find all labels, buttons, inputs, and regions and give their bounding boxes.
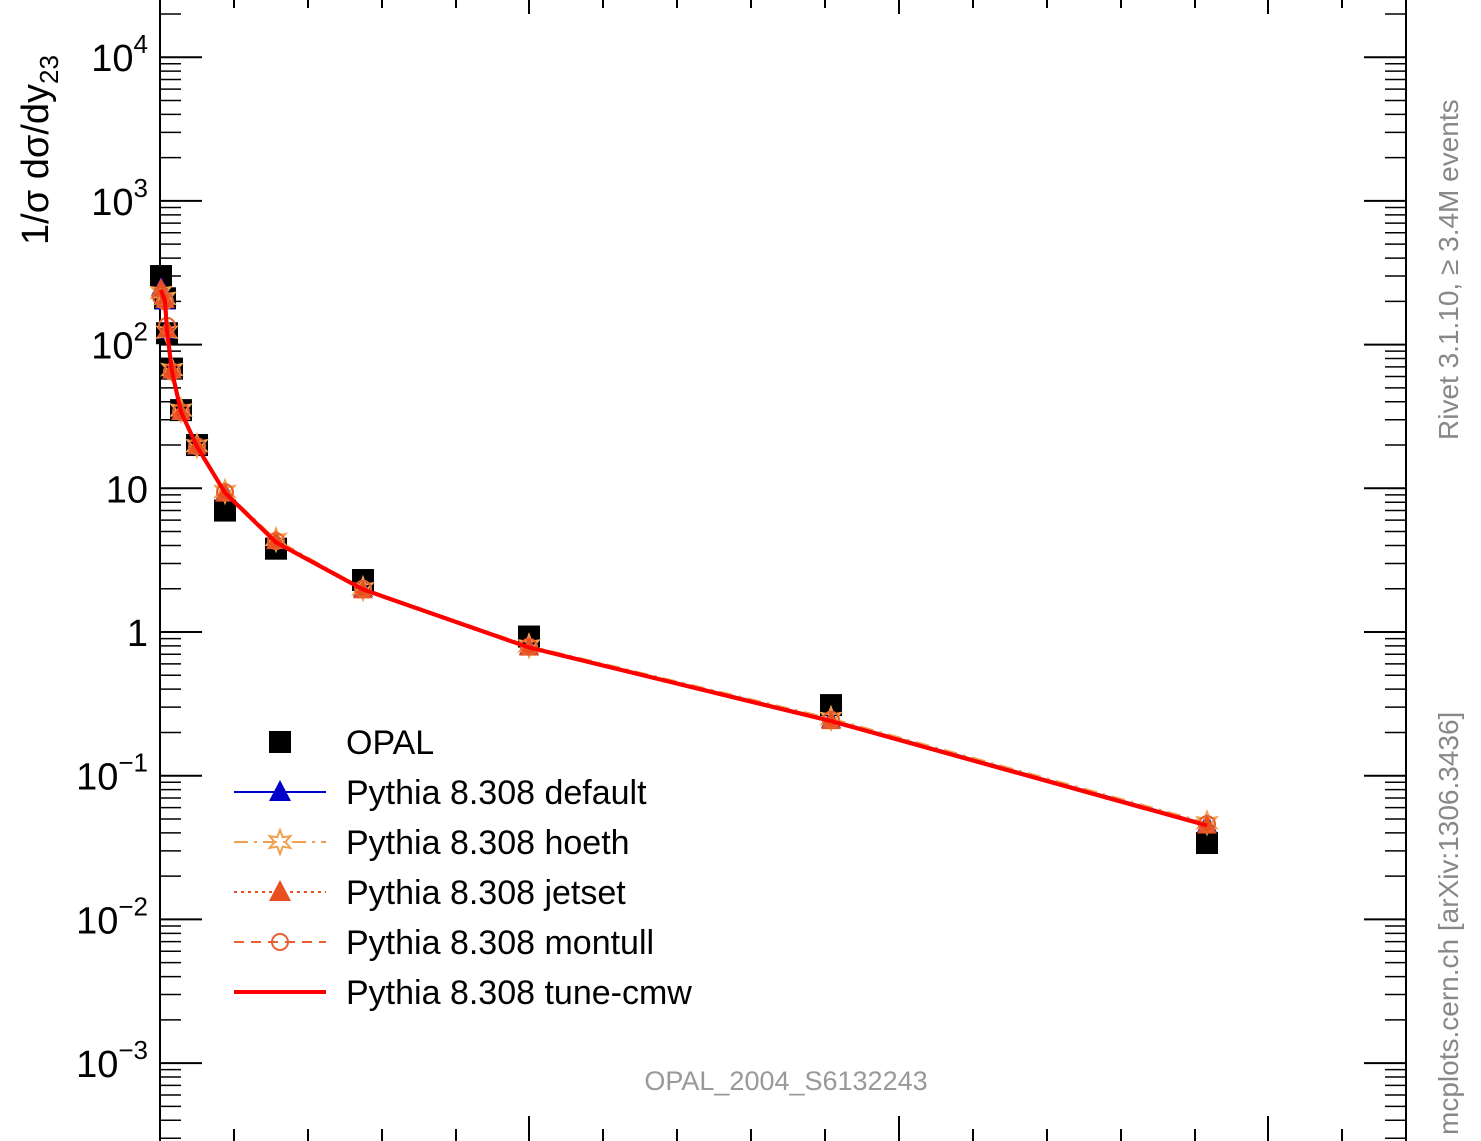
legend-marker xyxy=(269,880,291,901)
data-point xyxy=(214,499,236,522)
data-point xyxy=(188,437,206,456)
y-axis-label-subscript: 23 xyxy=(34,55,64,84)
legend-label: Pythia 8.308 hoeth xyxy=(346,824,630,862)
mcplots-source-label: mcplots.cern.ch [arXiv:1306.3436] xyxy=(1433,712,1464,1135)
y-tick-label: 1 xyxy=(127,613,148,655)
legend-item: OPAL xyxy=(269,724,434,762)
data-point xyxy=(168,396,194,424)
legend: OPAL Pythia 8.308 default Pythia 8.308 hoe… xyxy=(234,724,692,1012)
analysis-id-label: OPAL_2004_S6132243 xyxy=(644,1066,927,1096)
series-line-top xyxy=(159,289,1208,828)
legend-item: Pythia 8.308 jetset xyxy=(234,874,626,912)
data-point xyxy=(354,579,372,598)
data-point xyxy=(267,531,285,550)
data-point xyxy=(819,704,843,733)
legend-marker xyxy=(269,780,291,801)
data-point xyxy=(517,632,541,660)
legend-label: Pythia 8.308 default xyxy=(346,774,647,812)
y-tick-label: 10−1 xyxy=(76,748,148,799)
y-tick-label: 10−2 xyxy=(76,891,148,942)
data-point xyxy=(1195,808,1219,837)
data-point xyxy=(184,431,210,460)
data-point xyxy=(216,483,234,502)
x-axis xyxy=(159,0,1343,1141)
y-axis-label: 1/σ dσ/dy23 xyxy=(15,55,64,245)
legend-label: OPAL xyxy=(346,724,434,762)
y-tick-label: 104 xyxy=(91,29,148,80)
legend-marker xyxy=(267,827,293,857)
legend-label: Pythia 8.308 montull xyxy=(346,924,654,962)
y-tick-label: 103 xyxy=(91,173,148,224)
legend-item: Pythia 8.308 montull xyxy=(234,924,654,962)
legend-item: Pythia 8.308 tune-cmw xyxy=(234,974,692,1012)
data-point xyxy=(152,287,170,306)
legend-item: Pythia 8.308 hoeth xyxy=(234,824,630,862)
y-tick-label: 10 xyxy=(106,469,148,511)
legend-marker xyxy=(271,933,289,951)
legend-label: Pythia 8.308 jetset xyxy=(346,874,626,912)
y-tick-label: 10−3 xyxy=(76,1035,148,1086)
legend-item: Pythia 8.308 default xyxy=(234,774,647,812)
legend-marker xyxy=(269,731,291,753)
y-tick-label: 102 xyxy=(91,317,148,368)
data-point xyxy=(212,477,238,506)
series-layer xyxy=(148,265,1219,855)
data-point xyxy=(1196,832,1218,855)
legend-label: Pythia 8.308 tune-cmw xyxy=(346,974,692,1012)
data-point xyxy=(150,265,172,288)
plot-area xyxy=(159,0,1407,1141)
rivet-version-label: Rivet 3.1.10, ≥ 3.4M events xyxy=(1433,99,1464,440)
